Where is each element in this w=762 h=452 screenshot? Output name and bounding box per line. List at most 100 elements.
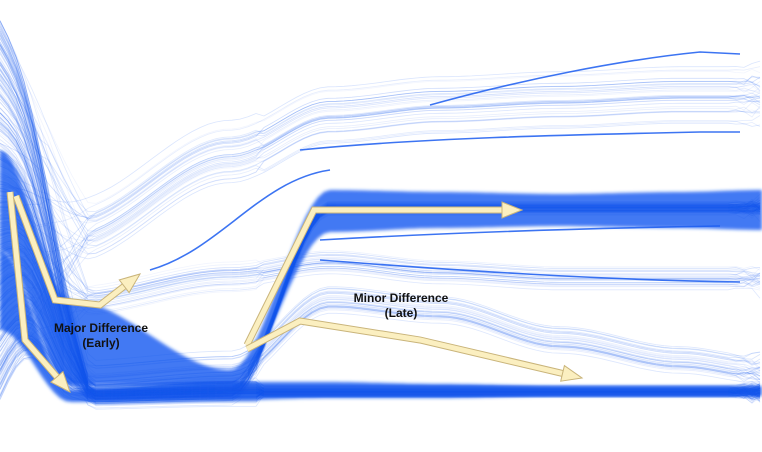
trajectory-line	[0, 211, 761, 403]
trajectory-line	[0, 80, 761, 398]
trajectory-line	[0, 173, 761, 396]
trajectory-line	[0, 321, 761, 403]
trajectory-line	[0, 47, 761, 401]
trajectory-line	[0, 194, 761, 388]
trajectory-line	[0, 246, 761, 302]
trajectory-line	[0, 338, 761, 397]
trajectory-line	[0, 45, 761, 398]
trajectory-line	[0, 225, 761, 396]
trajectory-line	[0, 64, 761, 378]
trajectory-line	[0, 110, 761, 255]
trajectory-line	[0, 314, 761, 393]
trajectory-line	[0, 133, 761, 394]
trajectory-line	[0, 202, 761, 390]
trajectory-line	[0, 198, 761, 393]
trajectory-line	[0, 201, 761, 394]
trajectory-line	[0, 128, 761, 394]
trajectory-line	[0, 206, 761, 393]
trajectory-line	[0, 338, 761, 396]
trajectory-line	[0, 265, 761, 392]
trajectory-line	[0, 130, 761, 392]
trajectory-line	[0, 23, 761, 243]
trajectory-line	[0, 246, 761, 397]
trajectory-line	[0, 243, 761, 393]
trajectory-line	[0, 95, 761, 232]
trajectory-line	[0, 120, 761, 352]
trajectory-line	[0, 114, 761, 401]
trajectory-line	[0, 201, 761, 392]
trajectory-line	[0, 227, 761, 301]
late-down-arrow	[245, 317, 584, 382]
trajectory-line	[0, 150, 761, 390]
early-dip-arrow	[12, 194, 142, 309]
trajectory-line	[0, 62, 761, 221]
trajectory-line	[0, 102, 761, 340]
trajectory-line	[0, 307, 761, 394]
trajectory-line	[0, 324, 761, 397]
trajectory-line	[0, 337, 761, 394]
density-band	[0, 250, 762, 402]
trajectory-line	[0, 317, 761, 396]
trajectory-line	[0, 145, 761, 392]
trajectory-line	[0, 304, 761, 398]
trajectory-line	[0, 306, 761, 401]
trajectory-line	[0, 283, 761, 390]
minor-difference-label: Minor Difference (Late)	[340, 291, 462, 321]
trajectory-line	[0, 190, 760, 386]
trajectory-line	[0, 238, 761, 404]
trajectory-line	[0, 285, 761, 397]
trajectory-line	[0, 30, 761, 405]
trajectory-line	[0, 86, 761, 374]
trajectory-line	[0, 107, 761, 396]
trajectory-line	[0, 159, 761, 397]
trajectory-line	[0, 258, 761, 397]
trajectory-line	[0, 32, 761, 391]
trajectory-line	[0, 203, 761, 394]
trajectory-line	[0, 28, 761, 394]
trajectory-line	[0, 235, 761, 400]
trajectory-line	[0, 158, 761, 400]
trajectory-line	[0, 334, 761, 390]
trajectory-line	[0, 262, 761, 398]
density-band	[0, 150, 762, 385]
trajectory-line	[0, 315, 761, 396]
trajectory-line	[0, 203, 761, 396]
trajectory-line	[0, 87, 761, 391]
trajectory-line	[0, 227, 761, 400]
trajectory-line	[0, 253, 761, 398]
trajectory-line	[0, 95, 761, 386]
trajectory-line	[0, 317, 761, 398]
trajectory-line	[0, 247, 761, 401]
trajectory-line	[0, 176, 761, 397]
trajectory-line	[0, 276, 761, 395]
trajectory-line	[0, 204, 761, 390]
trajectory-line	[0, 37, 761, 294]
trajectory-line	[0, 225, 761, 399]
trajectory-line	[0, 34, 761, 393]
trajectory-line	[0, 125, 761, 399]
trajectory-line	[0, 119, 761, 402]
trajectory-line	[0, 233, 761, 398]
trajectory-line	[0, 316, 761, 403]
trajectory-line	[0, 338, 761, 396]
trajectory-line	[0, 203, 761, 395]
trajectory-line	[0, 117, 761, 390]
trajectory-line	[0, 265, 761, 391]
trajectory-line	[0, 317, 761, 401]
trajectory-line	[0, 49, 761, 398]
highlight-line	[429, 51, 741, 106]
minor-difference-subtitle: (Late)	[384, 306, 418, 320]
trajectory-line	[0, 270, 761, 403]
trajectory-line	[0, 349, 761, 393]
trajectory-line	[0, 320, 761, 400]
trajectory-line	[0, 28, 761, 395]
trajectory-line	[0, 34, 761, 385]
trajectory-line	[0, 340, 761, 395]
trajectory-line	[0, 341, 761, 397]
trajectory-line	[0, 37, 761, 394]
trajectory-line	[0, 206, 761, 393]
trajectory-line	[0, 286, 761, 396]
trajectory-line	[0, 64, 761, 399]
trajectory-line	[0, 209, 761, 397]
trajectory-line	[0, 237, 761, 394]
